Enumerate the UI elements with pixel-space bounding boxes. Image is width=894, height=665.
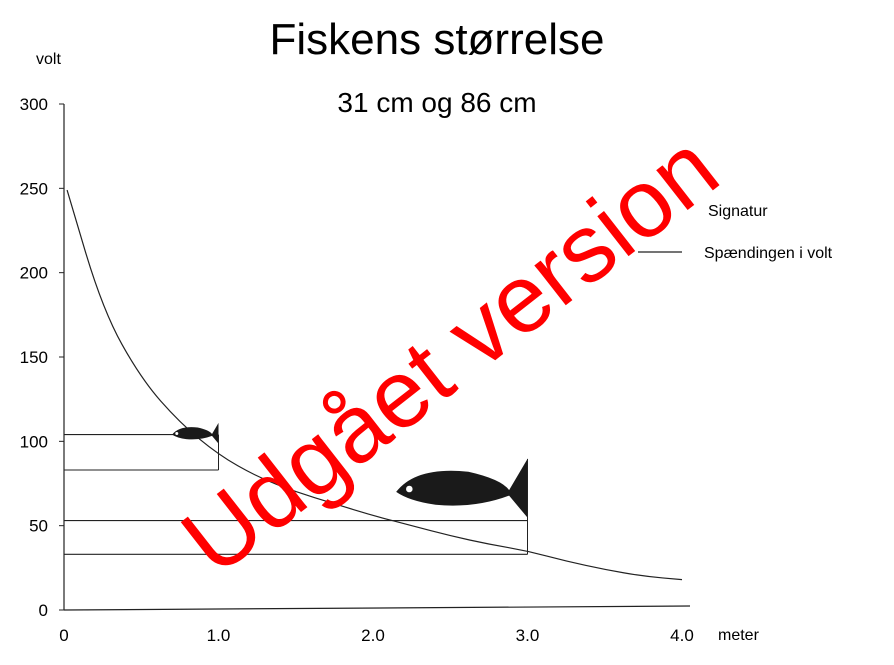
fish-markers (172, 422, 528, 555)
y-tick-label: 100 (20, 432, 48, 451)
y-tick-label: 250 (20, 179, 48, 198)
fish-eye-icon (175, 432, 179, 436)
y-axis-label: volt (36, 51, 61, 68)
chart-title: Fiskens størrelse (270, 15, 605, 64)
legend-title: Signatur (708, 203, 768, 220)
series-group (66, 189, 683, 581)
watermark-text: Udgået version (163, 113, 738, 595)
x-tick-label: 1.0 (207, 626, 231, 645)
chart-subtitle: 31 cm og 86 cm (337, 87, 536, 118)
x-tick-label: 2.0 (361, 626, 385, 645)
axes: 0 50 100 150 200 250 300 0 1.0 2.0 3.0 4.0 (20, 95, 694, 645)
y-tick-label: 0 (39, 601, 48, 620)
x-axis-line (63, 605, 691, 611)
y-tick-label: 50 (29, 517, 48, 536)
fish-icon (396, 458, 528, 518)
fish-icon (172, 422, 219, 444)
y-tick-label: 200 (20, 264, 48, 283)
x-axis-label: meter (718, 627, 760, 644)
x-tick-label: 3.0 (516, 626, 540, 645)
legend-entry: Spændingen i volt (704, 245, 833, 262)
series-line (66, 189, 683, 581)
x-tick-label: 0 (59, 626, 68, 645)
y-tick-label: 150 (20, 348, 48, 367)
y-tick-label: 300 (20, 95, 48, 114)
x-tick-label: 4.0 (670, 626, 694, 645)
fish-eye-icon (406, 485, 413, 493)
legend: Signatur Spændingen i volt (638, 203, 833, 262)
